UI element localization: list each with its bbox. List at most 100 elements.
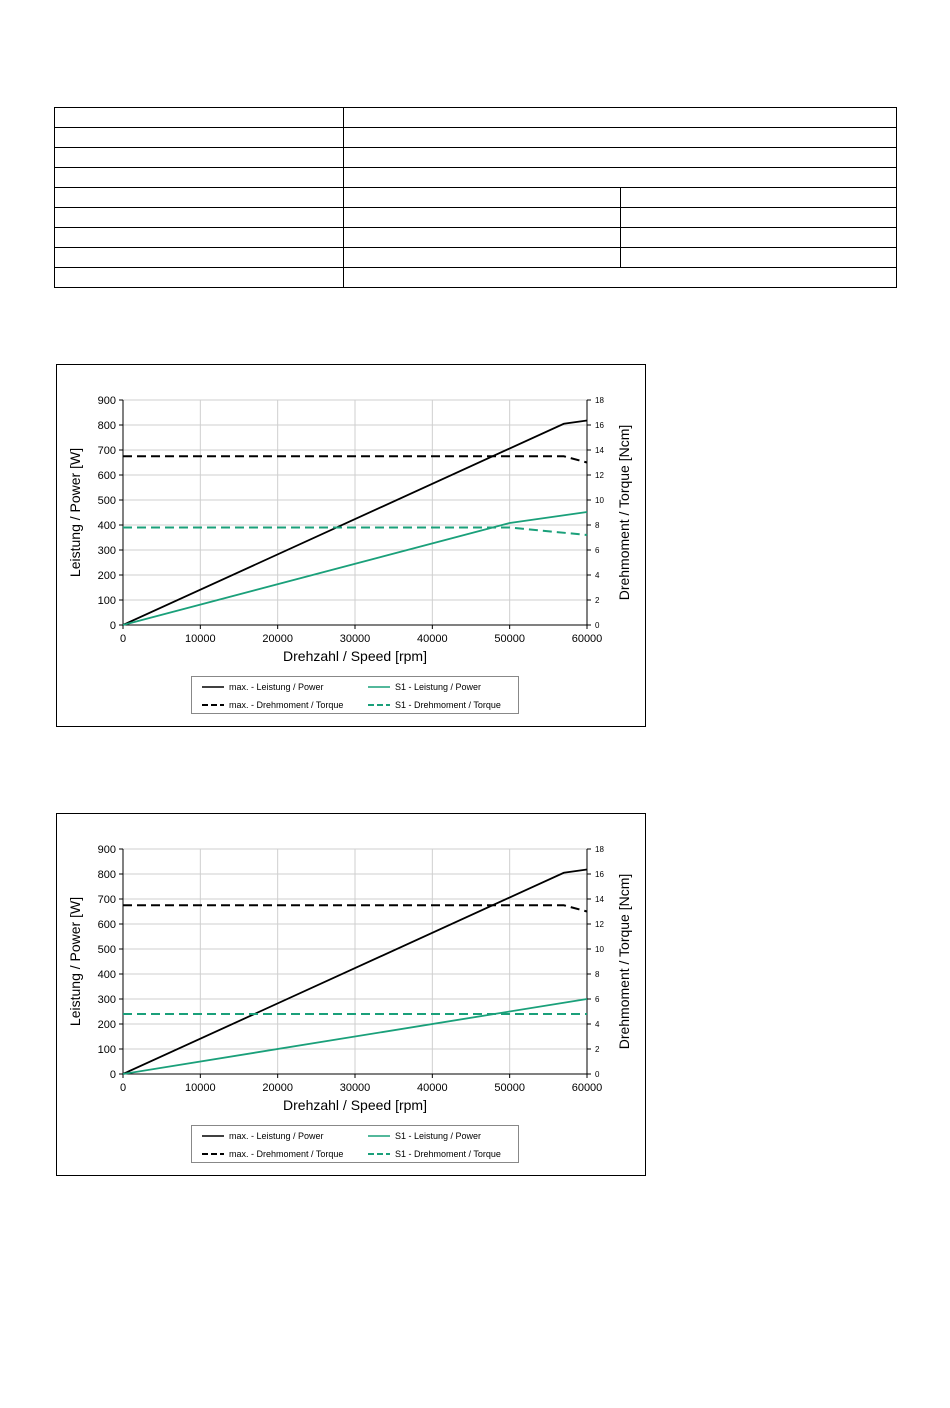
x-tick-label: 60000 [572, 633, 603, 645]
y2-tick-label: 10 [595, 496, 604, 505]
legend-item: S1 - Drehmoment / Torque [368, 1146, 501, 1162]
series-line [123, 455, 588, 464]
table-cell [620, 227, 897, 248]
chart-legend: max. - Leistung / Power S1 - Leistung / P… [191, 1125, 519, 1163]
x-tick-label: 10000 [185, 633, 216, 645]
x-tick-label: 20000 [262, 1082, 293, 1094]
x-tick-label: 50000 [494, 1082, 525, 1094]
table-cell [343, 127, 897, 148]
y-tick-label: 300 [98, 994, 116, 1006]
y-tick-label: 700 [98, 445, 116, 457]
spec-table [54, 107, 897, 288]
table-cell [620, 187, 897, 208]
chart-plot: 0 100 200 300 400 500 600 700 800 900 0 2 4 6 8 10 12 14 1… [67, 844, 632, 1113]
y-tick-label: 900 [98, 395, 116, 407]
x-tick-label: 60000 [572, 1082, 603, 1094]
y2-tick-label: 2 [595, 596, 600, 605]
power-torque-chart-2: 0 100 200 300 400 500 600 700 800 900 0 2 4 6 8 10 12 14 1… [56, 813, 646, 1176]
y2-tick-label: 8 [595, 970, 600, 979]
x-tick-label: 40000 [417, 1082, 448, 1094]
y-tick-label: 200 [98, 1019, 116, 1031]
y-tick-label: 0 [110, 620, 116, 632]
series-line [122, 868, 588, 1075]
legend-item: max. - Drehmoment / Torque [202, 697, 343, 713]
table-row [54, 107, 897, 128]
legend-label: max. - Drehmoment / Torque [229, 700, 344, 710]
table-cell [343, 187, 621, 208]
legend-label: max. - Drehmoment / Torque [229, 1149, 344, 1159]
legend-label: S1 - Drehmoment / Torque [395, 700, 501, 710]
x-tick-label: 10000 [185, 1082, 216, 1094]
x-axis-title: Drehzahl / Speed [rpm] [283, 648, 427, 664]
y-tick-label: 800 [98, 869, 116, 881]
x-tick-label: 20000 [262, 633, 293, 645]
table-cell [620, 207, 897, 228]
y2-tick-label: 16 [595, 421, 604, 430]
legend-swatch [202, 704, 224, 706]
table-cell [54, 247, 344, 268]
table-row [54, 127, 897, 148]
table-cell [343, 267, 897, 288]
table-cell [54, 167, 344, 188]
legend-swatch [202, 686, 224, 688]
legend-label: S1 - Leistung / Power [395, 1131, 482, 1141]
series-line [123, 526, 588, 536]
y-tick-label: 600 [98, 919, 116, 931]
y-tick-label: 100 [98, 1044, 116, 1056]
y-tick-label: 500 [98, 944, 116, 956]
y2-tick-label: 18 [595, 396, 604, 405]
table-row [54, 147, 897, 168]
y-tick-label: 0 [110, 1069, 116, 1081]
table-cell [54, 187, 344, 208]
y-tick-label: 700 [98, 894, 116, 906]
y-tick-label: 600 [98, 470, 116, 482]
series-line [122, 419, 588, 626]
y2-tick-label: 14 [595, 895, 604, 904]
legend-label: S1 - Drehmoment / Torque [395, 1149, 501, 1159]
legend-swatch [202, 1135, 224, 1137]
y-axis-title: Leistung / Power [W] [67, 897, 83, 1026]
legend-item: max. - Leistung / Power [202, 1128, 324, 1144]
y-tick-label: 500 [98, 495, 116, 507]
y2-axis-title: Drehmoment / Torque [Ncm] [616, 874, 632, 1050]
legend-swatch [368, 1135, 390, 1137]
table-cell [343, 207, 621, 228]
legend-swatch [368, 704, 390, 706]
y2-tick-label: 2 [595, 1045, 600, 1054]
legend-swatch [368, 686, 390, 688]
table-cell [343, 247, 621, 268]
table-cell [54, 127, 344, 148]
x-tick-label: 0 [120, 633, 126, 645]
y2-tick-label: 4 [595, 1020, 600, 1029]
y2-tick-label: 4 [595, 571, 600, 580]
y2-tick-label: 6 [595, 995, 600, 1004]
legend-label: S1 - Leistung / Power [395, 682, 482, 692]
legend-item: max. - Leistung / Power [202, 679, 324, 695]
table-row [54, 267, 897, 288]
y2-axis-title: Drehmoment / Torque [Ncm] [616, 425, 632, 601]
table-cell [343, 107, 897, 128]
legend-swatch [368, 1153, 390, 1155]
table-row [54, 207, 897, 228]
table-cell [620, 247, 897, 268]
y-tick-label: 100 [98, 595, 116, 607]
table-cell [54, 227, 344, 248]
y2-tick-label: 0 [595, 1070, 600, 1079]
y2-tick-label: 14 [595, 446, 604, 455]
y2-tick-label: 16 [595, 870, 604, 879]
power-torque-chart-1: 0 100 200 300 400 500 600 700 800 900 0 2 4 6 8 10 12 14 1… [56, 364, 646, 727]
legend-item: S1 - Leistung / Power [368, 1128, 481, 1144]
series-line [122, 511, 588, 626]
y-tick-label: 400 [98, 969, 116, 981]
y2-tick-label: 10 [595, 945, 604, 954]
y2-tick-label: 12 [595, 471, 604, 480]
x-tick-label: 40000 [417, 633, 448, 645]
y2-tick-label: 0 [595, 621, 600, 630]
legend-item: max. - Drehmoment / Torque [202, 1146, 343, 1162]
table-cell [343, 227, 621, 248]
x-tick-label: 0 [120, 1082, 126, 1094]
y2-tick-label: 12 [595, 920, 604, 929]
legend-label: max. - Leistung / Power [229, 1131, 324, 1141]
y-axis-title: Leistung / Power [W] [67, 448, 83, 577]
legend-item: S1 - Drehmoment / Torque [368, 697, 501, 713]
